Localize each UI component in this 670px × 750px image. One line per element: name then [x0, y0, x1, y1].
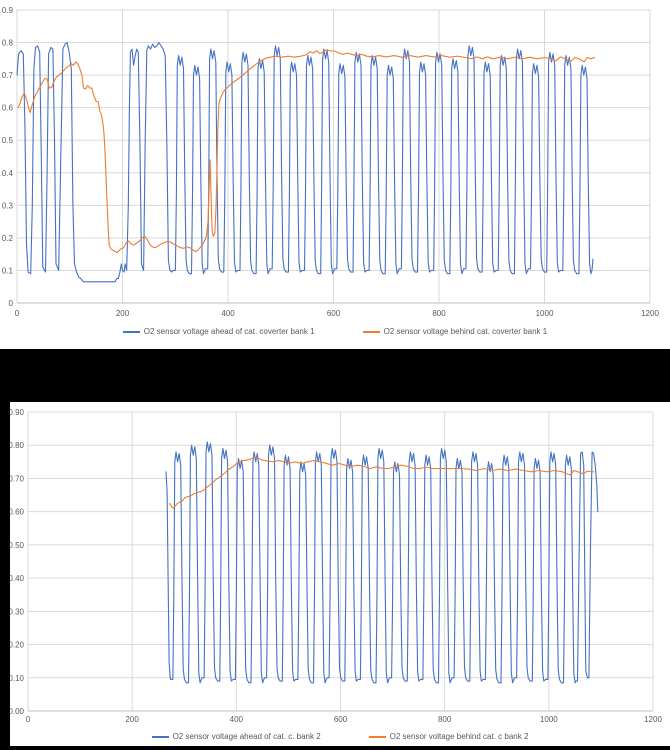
legend-label-ahead-bank1: O2 sensor voltage ahead of cat. coverter… — [143, 327, 315, 336]
y-tick-label: 0 — [9, 299, 14, 308]
chart-o2-bank2: 0.90 0.80 0.70 0.60 0.50 0.40 0.30 0.20 0.10 0.00… — [10, 402, 670, 746]
y-tick-label: 0.40 — [10, 574, 25, 583]
y-tick-label: 0.70 — [10, 474, 25, 483]
y-tick-label: 0.3 — [2, 201, 14, 210]
y-tick-label: 0.80 — [10, 441, 25, 450]
x-tick-label: 600 — [334, 715, 348, 724]
y-tick-label: 0.10 — [10, 674, 25, 683]
y-tick-label: 0.5 — [2, 136, 14, 145]
y-tick-label: 0.20 — [10, 641, 25, 650]
legend-bank2: O2 sensor voltage ahead of cat. c. bank … — [10, 732, 670, 742]
separator-band — [0, 349, 670, 402]
x-tick-label: 0 — [26, 715, 31, 724]
legend-label-ahead-bank2: O2 sensor voltage ahead of cat. c. bank … — [172, 732, 321, 741]
x-tick-label: 200 — [116, 309, 130, 318]
y-tick-label: 0.30 — [10, 607, 25, 616]
x-tick-label: 400 — [230, 715, 244, 724]
legend-item-behind-bank1: O2 sensor voltage behind cat. coverter b… — [362, 327, 548, 337]
series-line-behind — [169, 456, 595, 509]
y-tick-label: 0.50 — [10, 541, 25, 550]
y-tick-label: 0.60 — [10, 508, 25, 517]
y-tick-label: 0.00 — [10, 707, 25, 716]
legend-bank1: O2 sensor voltage ahead of cat. coverter… — [0, 327, 670, 337]
series-line-ahead — [165, 441, 599, 684]
x-tick-label: 1000 — [540, 715, 558, 724]
y-tick-label: 0.90 — [10, 408, 25, 417]
x-tick-label: 200 — [125, 715, 139, 724]
legend-line-behind-bank2-icon — [368, 736, 386, 738]
y-tick-label: 0.8 — [2, 39, 14, 48]
y-tick-label: 0.7 — [2, 71, 14, 80]
plot-area-bank2: 0.90 0.80 0.70 0.60 0.50 0.40 0.30 0.20 0.10 0.00… — [10, 408, 662, 724]
bottom-band — [0, 746, 670, 750]
legend-item-behind-bank2: O2 sensor voltage behind cat. c bank 2 — [368, 732, 529, 742]
y-tick-label: 0.1 — [2, 266, 14, 275]
series-line-behind — [17, 49, 596, 254]
legend-line-ahead-bank2-icon — [151, 736, 169, 738]
legend-item-ahead-bank1: O2 sensor voltage ahead of cat. coverter… — [122, 327, 315, 337]
x-tick-label: 400 — [221, 309, 235, 318]
plot-area-bank1: 0.9 0.8 0.7 0.6 0.5 0.4 0.3 0.2 0.1 00 200 400 600 80… — [2, 6, 660, 318]
x-tick-label: 800 — [432, 309, 446, 318]
legend-line-ahead-bank1-icon — [122, 331, 140, 333]
legend-label-behind-bank2: O2 sensor voltage behind cat. c bank 2 — [389, 732, 529, 741]
x-tick-label: 0 — [15, 309, 20, 318]
x-tick-label: 800 — [438, 715, 452, 724]
chart-o2-bank1: 0.9 0.8 0.7 0.6 0.5 0.4 0.3 0.2 0.1 0 0 200 400 600 80… — [0, 0, 670, 349]
legend-label-behind-bank1: O2 sensor voltage behind cat. coverter b… — [383, 327, 548, 336]
y-tick-label: 0.6 — [2, 104, 14, 113]
x-tick-label: 1200 — [644, 715, 662, 724]
series-line-ahead — [16, 42, 594, 283]
y-tick-label: 0.9 — [2, 6, 14, 15]
x-tick-label: 600 — [327, 309, 341, 318]
y-tick-label: 0.4 — [2, 169, 14, 178]
x-tick-label: 1000 — [536, 309, 554, 318]
legend-line-behind-bank1-icon — [362, 331, 380, 333]
y-tick-label: 0.2 — [2, 234, 14, 243]
legend-item-ahead-bank2: O2 sensor voltage ahead of cat. c. bank … — [151, 732, 321, 742]
x-tick-label: 1200 — [641, 309, 659, 318]
